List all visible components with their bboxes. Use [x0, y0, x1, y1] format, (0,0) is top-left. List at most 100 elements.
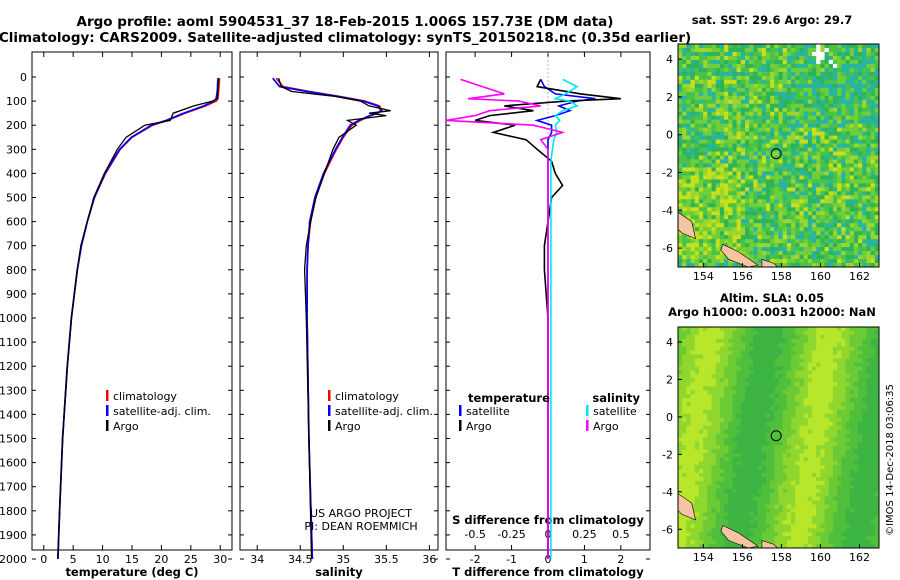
- sal-frame: [239, 51, 439, 551]
- sla-map-ytick-label: 2: [666, 373, 673, 386]
- temp-ytick-label: 200: [6, 119, 27, 132]
- temp-ytick-label: 1900: [0, 529, 27, 542]
- temp-ytick-label: 1200: [0, 360, 27, 373]
- temp-ytick-label: 1400: [0, 408, 27, 421]
- temp-series-climatology: [57, 78, 221, 560]
- difference-panel: -2 -1 0 1 2T difference from climatology -0.5…: [445, 51, 651, 579]
- sal-legend-swatch: [328, 420, 331, 431]
- sal-xtick-label: 35.5: [374, 553, 399, 566]
- sst-map-xtick-label: 156: [732, 270, 753, 283]
- diff-stick-label: 0.25: [572, 528, 597, 541]
- diff-xtick-label: 2: [617, 553, 624, 566]
- sla-float-marker: [770, 430, 782, 442]
- temp-ytick-label: 700: [6, 240, 27, 253]
- sla-map-ytick-label: 4: [666, 336, 673, 349]
- temp-legend-label: climatology: [113, 390, 177, 403]
- sla-map-xtick-label: 162: [849, 551, 870, 564]
- temp-xtick-label: 10: [96, 553, 110, 566]
- temp-ytick-label: 1300: [0, 384, 27, 397]
- temp-series-satellite: [57, 78, 219, 560]
- sal-legend-swatch: [328, 405, 331, 416]
- sal-legend-label: climatology: [335, 390, 399, 403]
- diff-legend-sal-label: Argo: [593, 420, 619, 433]
- sst-map-panel: sat. SST: 29.6 Argo: 29.7 154 156 158 160 162…: [662, 13, 880, 283]
- diff-legend-sal-swatch: [586, 420, 589, 431]
- sla-map-ytick-label: 0: [666, 411, 673, 424]
- sal-series-argo: [278, 78, 391, 560]
- temp-ytick-label: 800: [6, 264, 27, 277]
- diff-legend-sal-label: satellite: [593, 405, 637, 418]
- sla-map-xtick-label: 154: [693, 551, 714, 564]
- diff-stick-label: -0.25: [497, 528, 525, 541]
- diff-xtick-label: 1: [581, 553, 588, 566]
- diff-legend-temp-label: Argo: [466, 420, 492, 433]
- sal-series-satellite: [272, 77, 383, 560]
- temp-legend-swatch: [106, 420, 109, 431]
- sst-map-xtick-label: 158: [771, 270, 792, 283]
- sla-map-ytick-label: -4: [662, 486, 673, 499]
- sst-map-xtick-label: 160: [810, 270, 831, 283]
- sla-map-title-line2: Argo h1000: 0.0031 h2000: NaN: [668, 305, 876, 319]
- sla-map-frame: [677, 326, 880, 549]
- sla-map-ytick-label: -2: [662, 448, 673, 461]
- figure-title-line1: Argo profile: aoml 5904531_37 18-Feb-201…: [77, 14, 614, 30]
- temp-ytick-label: 1000: [0, 312, 27, 325]
- temp-ytick-label: 0: [20, 71, 27, 84]
- sst-map-ytick-label: -6: [662, 242, 673, 255]
- sal-xlabel: salinity: [315, 565, 363, 579]
- temp-ytick-label: 100: [6, 95, 27, 108]
- temp-ytick-label: 900: [6, 288, 27, 301]
- temp-ytick-label: 1800: [0, 505, 27, 518]
- sal-xtick-label: 35: [336, 553, 350, 566]
- temp-legend-label: Argo: [113, 420, 139, 433]
- salinity-panel: 34 34.5 35 35.5 36 salinity climatology satelli…: [239, 51, 439, 579]
- temp-ytick-label: 600: [6, 216, 27, 229]
- diff-xtick-label: -1: [506, 553, 517, 566]
- figure-title-line2: Climatology: CARS2009. Satellite-adjuste…: [0, 30, 691, 46]
- temp-ytick-label: 400: [6, 167, 27, 180]
- sst-map-xtick-label: 154: [693, 270, 714, 283]
- diff-legend-temp-title: temperature: [468, 391, 550, 405]
- sal-series-climatology: [275, 77, 384, 560]
- sal-xtick-label: 36: [422, 553, 436, 566]
- sal-xtick-label: 34.5: [288, 553, 313, 566]
- sst-map-xtick-label: 162: [849, 270, 870, 283]
- sal-xtick-label: 34: [250, 553, 264, 566]
- temp-xtick-label: 30: [213, 553, 227, 566]
- sla-map-xtick-label: 158: [771, 551, 792, 564]
- diff-legend-temp-swatch: [459, 405, 462, 416]
- sst-float-marker: [770, 148, 782, 160]
- temp-series-argo: [57, 78, 220, 560]
- sst-map-ytick-label: 2: [666, 91, 673, 104]
- diff-legend-temp-swatch: [459, 420, 462, 431]
- sla-map-ytick-label: -6: [662, 523, 673, 536]
- diff-stick-label: 0.5: [612, 528, 630, 541]
- temp-xtick-label: 25: [184, 553, 198, 566]
- diff-series-temp-satellite: [534, 79, 596, 559]
- temperature-panel: 0 5 10 15 20 25 30 temperature (deg C) 0 100 200 30…: [0, 51, 233, 579]
- sla-map-xtick-label: 160: [810, 551, 831, 564]
- sst-map-ytick-label: 0: [666, 129, 673, 142]
- sst-map-ytick-label: 4: [666, 53, 673, 66]
- temp-ytick-label: 2000: [0, 553, 27, 566]
- temp-ytick-label: 1100: [0, 336, 27, 349]
- diff-xtick-label: -2: [470, 553, 481, 566]
- diff-xlabel: T difference from climatology: [452, 565, 644, 579]
- sla-map-title-line1: Altim. SLA: 0.05: [720, 291, 824, 305]
- sst-map-frame: [677, 43, 880, 268]
- sst-map-cells: [678, 44, 880, 268]
- sla-map-cells: [678, 327, 880, 549]
- credit-line2: PI: DEAN ROEMMICH: [304, 520, 417, 533]
- diff-legend-temp-label: satellite: [466, 405, 510, 418]
- diff-legend-sal-title: salinity: [592, 391, 640, 405]
- temp-legend-swatch: [106, 405, 109, 416]
- temp-xtick-label: 5: [70, 553, 77, 566]
- diff-series-sal-argo: [445, 78, 566, 559]
- sst-map-title: sat. SST: 29.6 Argo: 29.7: [692, 13, 852, 27]
- temp-ytick-label: 500: [6, 192, 27, 205]
- temp-ytick-label: 1700: [0, 481, 27, 494]
- temp-xtick-label: 15: [125, 553, 139, 566]
- temp-frame: [31, 51, 233, 551]
